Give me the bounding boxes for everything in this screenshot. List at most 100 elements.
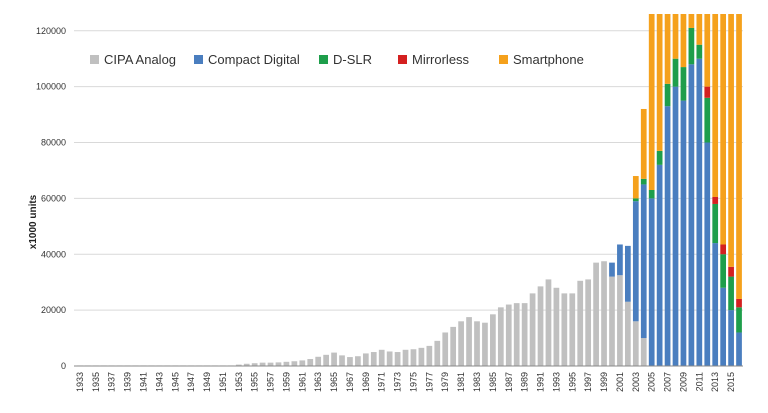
bar-segment <box>378 349 385 366</box>
bar-segment <box>505 304 512 366</box>
bar-segment <box>474 321 480 366</box>
bar-segment <box>235 364 242 366</box>
bar-segment <box>529 293 536 366</box>
legend-swatch <box>90 55 99 64</box>
bar-segment <box>672 14 679 59</box>
bar-segment <box>315 356 322 366</box>
bar-segment <box>720 287 727 366</box>
bar-segment <box>442 332 449 366</box>
y-axis-ticks: 0 20000 40000 60000 80000 100000 120000 <box>36 26 66 371</box>
legend-label: CIPA Analog <box>104 52 176 67</box>
bar-segment <box>386 351 393 366</box>
bar-segment <box>680 67 687 101</box>
x-tick-label: 1981 <box>456 372 466 392</box>
bar-segment <box>339 355 345 366</box>
legend-label: Mirrorless <box>412 52 470 67</box>
bar-segment <box>640 338 647 366</box>
bar-segment <box>704 14 711 87</box>
x-tick-label: 1939 <box>123 372 133 392</box>
x-tick-label: 1973 <box>393 372 403 392</box>
bar-segment <box>482 322 488 366</box>
x-tick-label: 1991 <box>536 372 546 392</box>
bar-segment <box>355 356 361 366</box>
bar-segment <box>680 14 687 68</box>
x-tick-label: 1977 <box>424 372 434 392</box>
x-tick-label: 1955 <box>250 372 260 392</box>
bar-segment <box>625 245 631 302</box>
x-tick-label: 1935 <box>91 372 101 392</box>
x-tick-label: 1985 <box>488 372 498 392</box>
bar-segment <box>640 178 647 185</box>
bar-segment <box>283 361 290 366</box>
bar-segment <box>696 44 703 59</box>
bar-segment <box>275 362 282 366</box>
bar-segment <box>513 303 520 366</box>
bar-segment <box>712 14 719 197</box>
bar-segment <box>640 184 647 339</box>
x-tick-label: 1997 <box>583 372 593 392</box>
bar-segment <box>736 332 742 366</box>
bar-segment <box>347 357 353 366</box>
legend-label: D-SLR <box>333 52 372 67</box>
bar-segment <box>561 293 568 366</box>
bar-segment <box>720 244 727 255</box>
bar-segment <box>537 286 544 366</box>
x-tick-label: 2009 <box>678 372 688 392</box>
bar-segment <box>458 321 464 366</box>
x-tick-label: 1947 <box>186 372 196 392</box>
x-tick-label: 2013 <box>710 372 720 392</box>
x-tick-label: 1987 <box>504 372 514 392</box>
bar-segment <box>712 243 719 366</box>
x-tick-label: 1951 <box>218 372 228 392</box>
y-tick-label: 0 <box>61 361 66 371</box>
bar-segment <box>418 347 425 366</box>
x-tick-label: 1963 <box>313 372 323 392</box>
bar-segment <box>331 352 337 366</box>
x-tick-label: 1933 <box>75 372 85 392</box>
bar-segment <box>664 83 671 107</box>
bar-segment <box>617 244 623 276</box>
bar-segment <box>609 262 615 277</box>
bar-segment <box>664 106 671 366</box>
bar-segment <box>632 321 639 366</box>
bar-segment <box>466 317 472 366</box>
bar-segment <box>601 261 607 366</box>
x-tick-label: 2015 <box>726 372 736 392</box>
bar-segment <box>648 198 655 366</box>
legend: CIPA Analog Compact Digital D-SLR Mirrorles… <box>90 52 584 67</box>
bar-segment <box>656 164 663 366</box>
bar-segment <box>656 14 663 151</box>
bar-segment <box>323 354 329 366</box>
bar-segment <box>696 58 703 366</box>
bar-segment <box>728 14 734 267</box>
x-axis-ticks: 1933 1935 1937 1939 1941 1943 1945 1947 1949 1951… <box>75 372 736 392</box>
bar-segment <box>728 276 734 311</box>
legend-swatch <box>319 55 328 64</box>
x-tick-label: 1989 <box>520 372 530 392</box>
bar-segment <box>362 353 369 366</box>
bars <box>77 14 742 366</box>
bar-segment <box>521 303 528 366</box>
bar-segment <box>736 307 742 333</box>
y-axis-label: x1000 units <box>28 194 39 249</box>
x-tick-label: 1945 <box>170 372 180 392</box>
x-tick-label: 1961 <box>297 372 307 392</box>
bar-segment <box>720 14 727 245</box>
bar-segment <box>450 326 457 366</box>
bar-segment <box>426 345 433 366</box>
x-tick-label: 1949 <box>202 372 212 392</box>
x-tick-label: 1971 <box>377 372 387 392</box>
bar-segment <box>656 150 663 165</box>
x-tick-label: 1979 <box>440 372 450 392</box>
bar-segment <box>497 307 504 366</box>
bar-segment <box>640 108 647 179</box>
bar-segment <box>569 293 576 366</box>
bar-segment <box>672 58 679 87</box>
x-tick-label: 2001 <box>615 372 625 392</box>
bar-segment <box>680 100 687 366</box>
bar-segment <box>704 86 711 98</box>
bar-segment <box>545 279 552 366</box>
legend-swatch <box>398 55 407 64</box>
bar-segment <box>672 86 679 366</box>
